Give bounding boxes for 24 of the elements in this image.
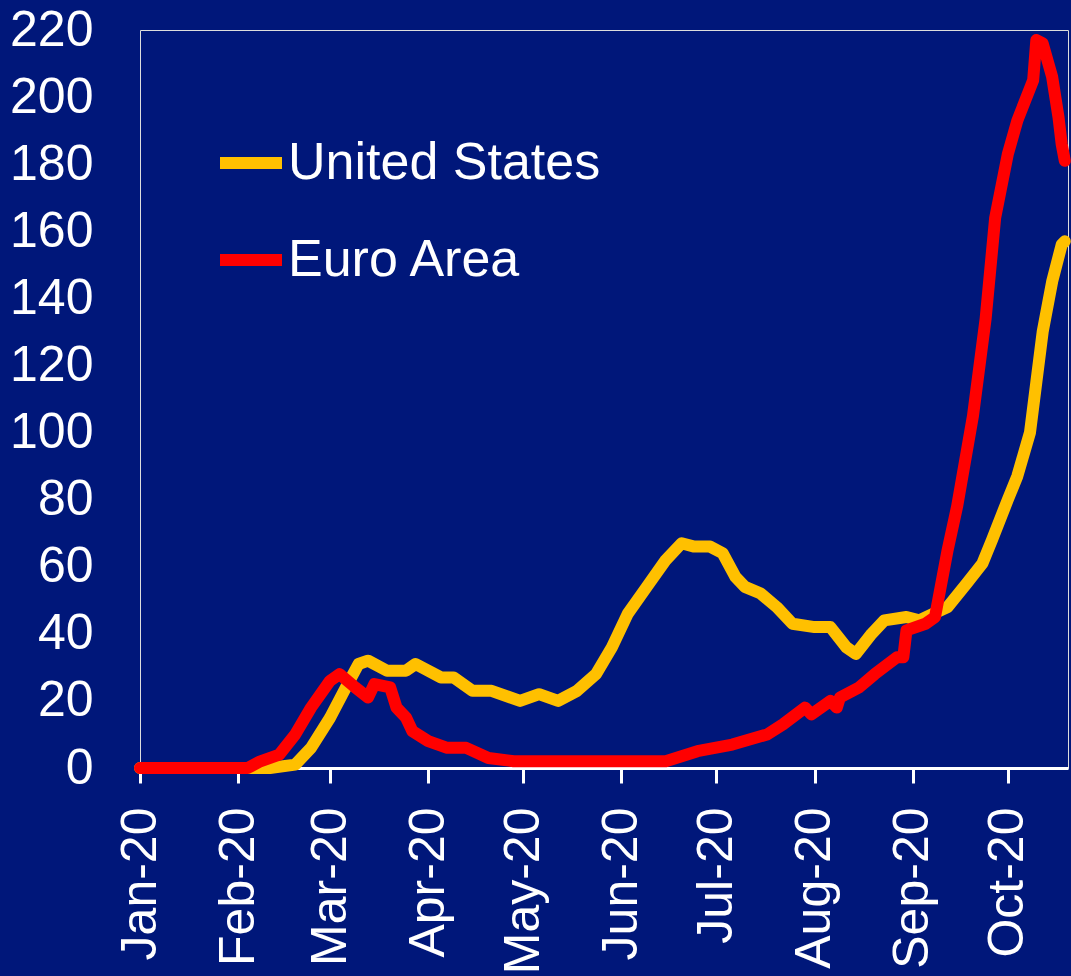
x-tick-label: May-20 <box>493 807 550 975</box>
x-tick-label: Oct-20 <box>978 807 1035 958</box>
y-tick-label: 140 <box>10 268 94 325</box>
y-tick-label: 0 <box>65 738 94 795</box>
x-tick-label: Jul-20 <box>686 807 743 944</box>
x-tick-label: Sep-20 <box>883 807 940 969</box>
y-tick-label: 40 <box>37 604 94 661</box>
legend-label: United States <box>288 132 601 190</box>
y-tick-label: 120 <box>10 335 94 392</box>
y-tick-label: 20 <box>37 671 94 728</box>
y-tick-label: 220 <box>10 0 94 57</box>
y-tick-label: 100 <box>10 403 94 460</box>
x-tick-label: Jun-20 <box>591 807 648 961</box>
legend-label: Euro Area <box>288 229 520 287</box>
x-tick-label: Jan-20 <box>110 807 167 961</box>
x-tick-label: Feb-20 <box>208 807 265 966</box>
y-tick-label: 160 <box>10 201 94 258</box>
y-tick-label: 200 <box>10 67 94 124</box>
y-tick-label: 60 <box>37 537 94 594</box>
y-tick-label: 180 <box>10 134 94 191</box>
x-tick-label: Aug-20 <box>785 807 842 969</box>
x-tick-label: Mar-20 <box>300 807 357 966</box>
x-tick-label: Apr-20 <box>398 807 455 958</box>
y-tick-label: 80 <box>37 470 94 527</box>
